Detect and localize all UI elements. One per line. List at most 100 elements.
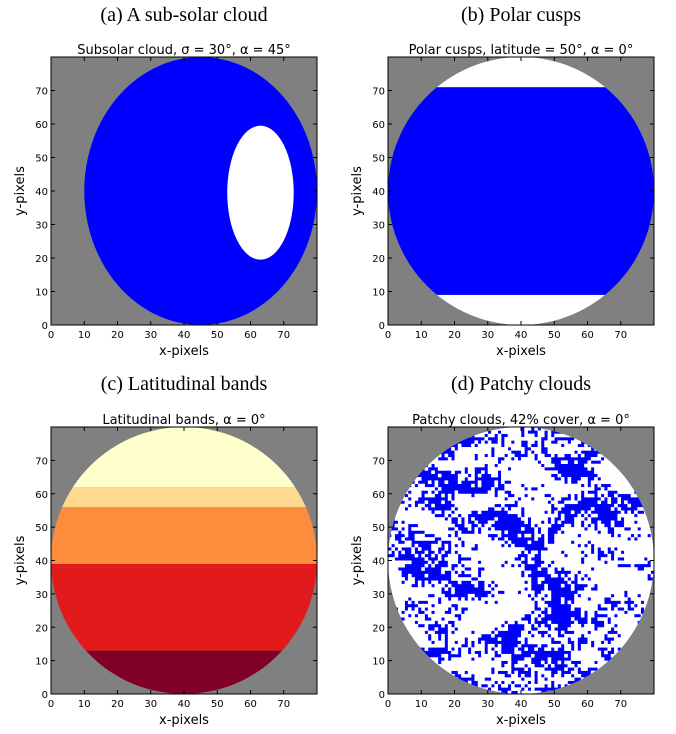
cloud-pixel [514,663,525,668]
cloud-pixel [477,483,482,488]
cloud-pixel [467,477,475,481]
cloud-pixel [457,563,462,568]
cloud-pixel [414,600,419,605]
cloud-pixel [467,640,472,645]
y-tick-label: 0 [379,321,385,332]
cloud-pixel [441,633,445,638]
cloud-pixel [644,567,654,571]
cloud-pixel [501,470,558,475]
y-tick-label: 0 [379,690,385,701]
cloud-pixel [447,643,462,648]
cloud-pixel [577,513,582,518]
cloud-pixel [451,543,455,548]
cloud-pixel [454,623,502,628]
cloud-pixel [388,587,442,591]
cloud-pixel [451,610,462,615]
x-tick-label: 20 [111,699,124,710]
cloud-pixel [580,533,612,538]
cloud-pixel [540,660,545,665]
cloud-pixel [434,560,439,565]
cloud-pixel [481,440,485,444]
cloud-pixel [424,647,429,651]
cloud-pixel [614,553,654,558]
cloud-pixel [524,520,528,525]
cloud-pixel [407,607,412,611]
cloud-pixel [607,647,612,651]
cloud-pixel [427,613,455,618]
cloud-pixel [597,490,608,495]
cloud-pixel [614,530,654,535]
cloud-pixel [587,460,592,465]
cloud-pixel [477,683,482,688]
cloud-pixel [441,660,502,665]
cloud-pixel [484,580,492,585]
cloud-pixel [637,513,654,518]
cloud-pixel [391,533,395,538]
cloud-pixel [610,547,615,551]
cloud-pixel [587,517,592,521]
cloud-pixel [504,663,512,668]
cloud-pixel [527,443,532,448]
cloud-pixel [388,583,412,588]
cloud-pixel [424,610,432,615]
cloud-pixel [544,633,548,638]
cloud-pixel [604,650,608,655]
x-axis-label: x-pixels [496,713,546,728]
cloud-pixel [457,627,495,631]
cloud-pixel [530,653,535,658]
cloud-pixel [537,453,545,458]
cloud-pixel [614,637,638,641]
cloud-pixel [444,557,459,561]
cloud-pixel [604,550,608,555]
cloud-pixel [524,483,542,488]
cloud-pixel [434,510,442,515]
cloud-pixel [600,603,612,608]
cloud-pixel [464,517,469,521]
cloud-pixel [437,557,442,561]
cloud-pixel [597,520,602,525]
cloud-pixel [411,483,415,488]
cloud-pixel [530,613,538,618]
cloud-pixel [554,503,565,508]
cloud-pixel [477,523,482,528]
cloud-pixel [441,637,445,641]
cloud-pixel [457,603,535,608]
cloud-pixel [570,623,582,628]
cloud-pixel [504,530,508,535]
y-tick-label: 70 [372,87,385,98]
x-tick-label: 10 [78,699,91,710]
cloud-pixel [487,467,508,471]
cloud-pixel [497,490,505,495]
cloud-pixel [417,583,422,588]
cloud-pixel [534,633,542,638]
cloud-pixel [610,520,615,525]
x-tick-label: 40 [515,699,528,710]
cloud-pixel [451,570,455,575]
cloud-pixel [394,553,399,558]
cloud-pixel [574,643,578,648]
cloud-pixel [431,563,435,568]
cloud-pixel [441,500,445,505]
cloud-pixel [604,620,608,625]
cloud-pixel [547,437,555,441]
cloud-pixel [388,530,399,535]
cloud-pixel [537,670,552,675]
cloud-pixel [447,640,455,645]
cloud-pixel [487,470,499,475]
cloud-pixel [524,647,528,651]
cloud-pixel [574,517,585,521]
cloud-pixel [530,630,538,635]
cloud-pixel [534,597,542,601]
cloud-pixel [477,543,502,548]
cloud-pixel [394,523,409,528]
cloud-pixel [467,637,479,641]
cloud-pixel [524,533,532,538]
cloud-pixel [397,613,409,618]
cloud-pixel [597,500,602,505]
x-tick-label: 30 [481,330,494,341]
cloud-pixel [584,520,592,525]
cloud-pixel [527,493,545,498]
cloud-pixel [534,527,538,531]
cloud-pixel [527,540,532,545]
